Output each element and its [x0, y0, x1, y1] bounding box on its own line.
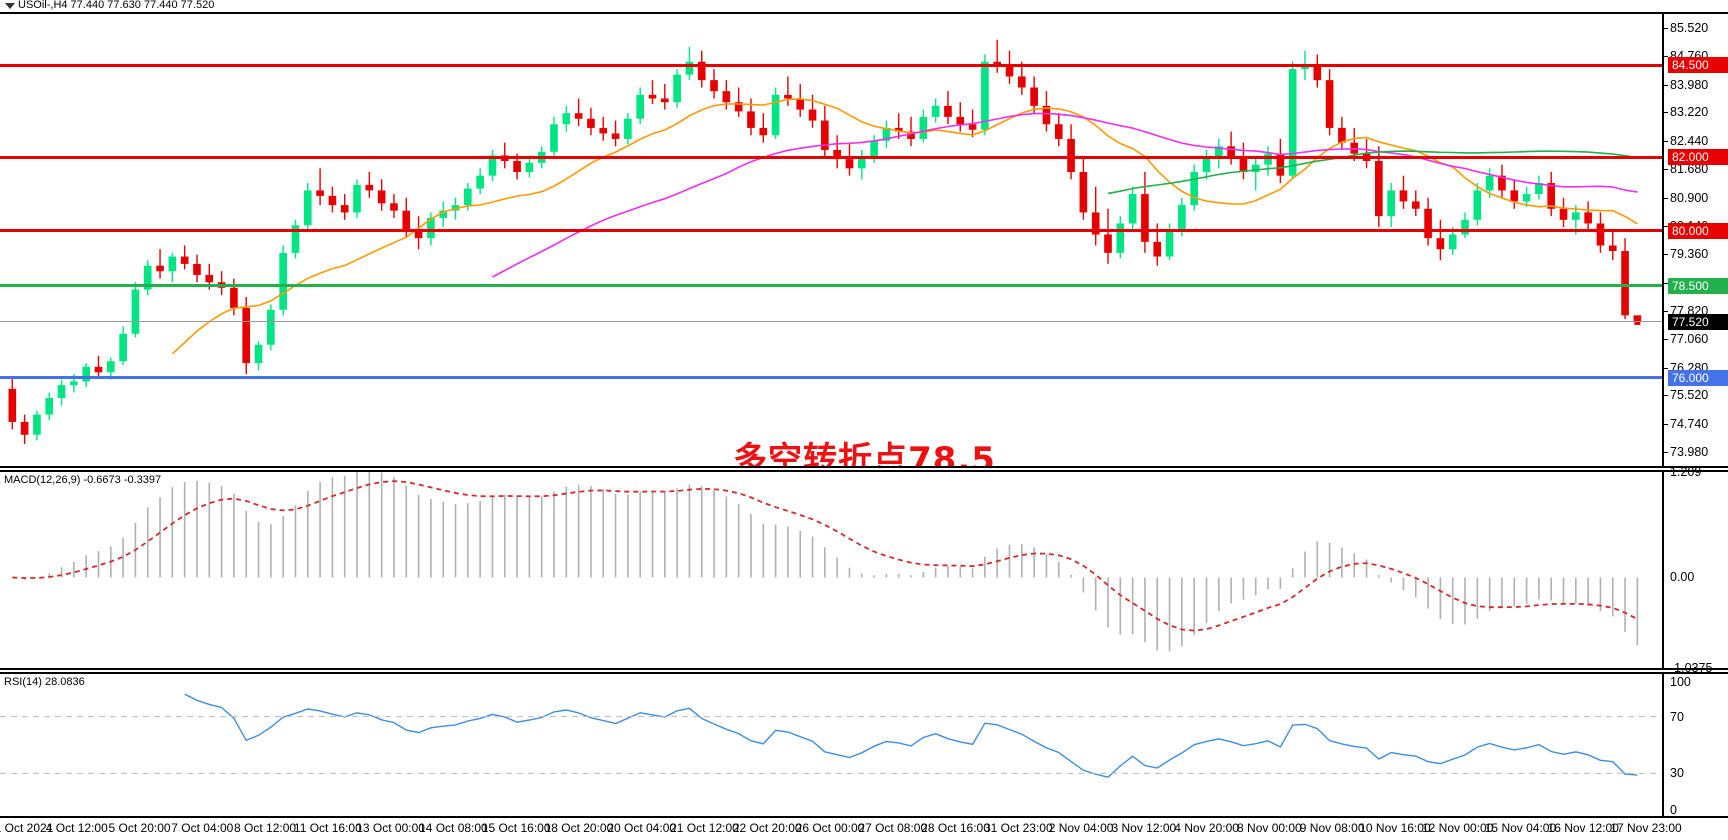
price-tick-label: 85.520	[1670, 20, 1709, 35]
price-tag-resistance-80000[interactable]: 80.000	[1668, 222, 1728, 239]
time-tick-label: 3 Nov 12:00	[1111, 821, 1177, 835]
time-tick-label: 27 Oct 08:00	[858, 821, 928, 835]
time-tick-label: 2 Nov 04:00	[1048, 821, 1114, 835]
macd-tick-label: 0.00	[1670, 570, 1695, 585]
time-tick-label: 4 Oct 12:00	[45, 821, 108, 835]
price-tick-label: 77.060	[1670, 331, 1709, 346]
macd-tick-label: -1.0375	[1670, 661, 1713, 675]
level-line-resistance-82000[interactable]	[0, 155, 1662, 159]
price-tick-label: 79.360	[1670, 247, 1709, 262]
macd-tick-label: 1.209	[1670, 465, 1702, 479]
price-tick-mark	[1664, 367, 1668, 369]
time-tick-label: 15 Oct 16:00	[481, 821, 551, 835]
rsi-plot-area[interactable]	[0, 674, 1662, 816]
price-tick-label: 81.680	[1670, 162, 1709, 177]
price-tag-last-price-77520[interactable]: 77.520	[1668, 313, 1728, 330]
time-tick-label: 1 Oct 2021	[0, 821, 54, 835]
time-tick-label: 18 Oct 20:00	[544, 821, 614, 835]
time-tick-label: 14 Oct 08:00	[419, 821, 488, 835]
time-tick-label: 5 Oct 20:00	[108, 821, 171, 835]
price-tick-mark	[1664, 338, 1668, 340]
price-tick-mark	[1664, 452, 1668, 454]
price-tick-mark	[1664, 197, 1668, 199]
level-line-resistance-80000[interactable]	[0, 229, 1662, 233]
symbol-ohlc-label: USOil-,H4 77.440 77.630 77.440 77.520	[18, 0, 215, 11]
rsi-label: RSI(14) 28.0836	[4, 676, 85, 688]
rsi-svg	[0, 693, 1662, 778]
price-axis[interactable]: 85.520 84.760 83.980 83.220 82.440 81.680 80.9…	[1662, 14, 1728, 466]
rsi-tick-label: 100	[1670, 675, 1691, 689]
price-tick-mark	[1664, 254, 1668, 256]
price-tick-mark	[1664, 141, 1668, 143]
macd-svg	[12, 472, 1639, 652]
time-tick-label: 8 Oct 12:00	[234, 821, 297, 835]
time-tick-label: 28 Oct 16:00	[921, 821, 990, 835]
time-tick-label: 15 Nov 04:00	[1484, 821, 1557, 835]
price-tick-label: 83.980	[1670, 77, 1709, 92]
price-tick-mark	[1664, 424, 1668, 426]
time-tick-label: 16 Nov 12:00	[1547, 821, 1619, 835]
time-tick-label: 13 Oct 00:00	[356, 821, 425, 835]
price-tick-mark	[1664, 84, 1668, 86]
time-tick-label: 22 Oct 20:00	[732, 821, 802, 835]
chart-title-bar: USOil-,H4 77.440 77.630 77.440 77.520	[0, 0, 1728, 12]
time-tick-label: 20 Oct 04:00	[607, 821, 677, 835]
price-tick-mark	[1664, 225, 1668, 227]
time-tick-label: 8 Nov 00:00	[1237, 821, 1302, 835]
price-tick-mark	[1664, 27, 1668, 29]
level-line-support-76000[interactable]	[0, 376, 1662, 380]
price-tag-resistance-84500[interactable]: 84.500	[1668, 57, 1728, 74]
chart-annotation: 多空转折点78.5	[733, 440, 996, 466]
price-tag-support-78500[interactable]: 78.500	[1668, 277, 1728, 294]
price-tick-label: 82.440	[1670, 134, 1709, 149]
price-tick-mark	[1664, 310, 1668, 312]
time-tick-label: 12 Nov 00:00	[1421, 821, 1494, 835]
chevron-down-icon[interactable]	[5, 3, 15, 9]
price-tick-mark	[1664, 282, 1668, 284]
time-axis[interactable]: 1 Oct 2021 4 Oct 12:00 5 Oct 20:00 7 Oct 04…	[0, 818, 1728, 840]
rsi-axis[interactable]: 100 70 30 0	[1662, 674, 1728, 817]
price-tick-label: 80.900	[1670, 190, 1709, 205]
macd-plot-area[interactable]	[0, 472, 1662, 668]
rsi-tick-label: 70	[1670, 709, 1684, 724]
time-tick-label: 11 Oct 16:00	[293, 821, 362, 835]
rsi-tick-label: 30	[1670, 766, 1684, 781]
price-tick-mark	[1664, 169, 1668, 171]
price-tick-label: 83.220	[1670, 105, 1709, 120]
price-tick-label: 73.980	[1670, 445, 1709, 460]
time-tick-label: 31 Oct 23:00	[983, 821, 1053, 835]
time-tick-label: 17 Nov 23:00	[1610, 821, 1682, 835]
rsi-tick-label: 0	[1670, 803, 1677, 817]
time-tick-label: 4 Nov 20:00	[1174, 821, 1239, 835]
price-plot-area[interactable]: 多空转折点78.5	[0, 14, 1662, 466]
price-tick-mark	[1664, 55, 1668, 57]
macd-axis[interactable]: 1.209 0.00 -1.0375	[1662, 465, 1728, 675]
price-tick-label: 75.520	[1670, 388, 1709, 403]
time-tick-label: 26 Oct 00:00	[795, 821, 865, 835]
time-tick-label: 21 Oct 12:00	[670, 821, 739, 835]
time-tick-label: 9 Nov 08:00	[1299, 821, 1365, 835]
time-tick-label: 7 Oct 04:00	[171, 821, 234, 835]
level-line-support-78500[interactable]	[0, 284, 1662, 288]
price-tag-resistance-82000[interactable]: 82.000	[1668, 149, 1728, 166]
level-line-resistance-84500[interactable]	[0, 63, 1662, 67]
price-tick-mark	[1664, 112, 1668, 114]
price-candles-svg	[8, 39, 1642, 444]
level-line-last-price-77520[interactable]	[0, 321, 1662, 323]
price-tick-label: 74.740	[1670, 417, 1709, 432]
rsi-pane: RSI(14) 28.0836 100 70 30 0	[0, 672, 1728, 818]
price-tick-mark	[1664, 395, 1668, 397]
macd-pane: MACD(12,26,9) -0.6673 -0.3397 1.209 0.00 -…	[0, 465, 1728, 675]
macd-label: MACD(12,26,9) -0.6673 -0.3397	[4, 474, 162, 486]
price-tag-support-76000[interactable]: 76.000	[1668, 369, 1728, 386]
price-pane: 多空转折点78.5 85.520 84.760 83.980 83.220 82.440…	[0, 12, 1728, 468]
time-tick-label: 10 Nov 16:00	[1359, 821, 1431, 835]
